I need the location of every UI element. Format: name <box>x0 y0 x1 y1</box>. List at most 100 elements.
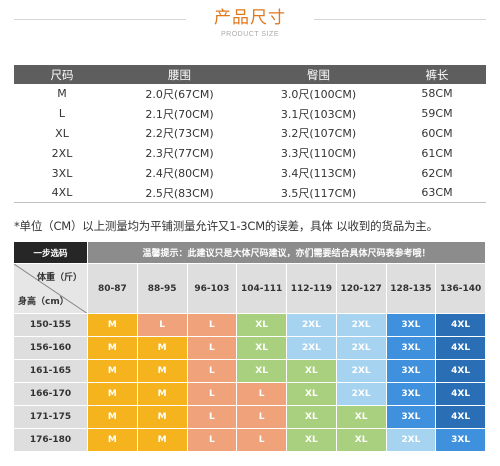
size-cell: 2XL <box>287 337 337 360</box>
size-cell: M <box>137 337 188 360</box>
weight-header: 136-140 <box>436 264 486 314</box>
size-cell: 3XL <box>386 383 437 406</box>
size-table-cell: 2.4尺(80CM) <box>145 167 214 181</box>
column-header: 臀围 <box>249 65 388 84</box>
size-cell: M <box>137 360 188 383</box>
corner-diagonal <box>14 264 87 313</box>
divider-right <box>314 19 486 20</box>
weight-header: 112-119 <box>287 264 337 314</box>
size-table: 尺码 腰围 臀围 裤长 M 2.0尺(67CM) 3.0尺(100CM) 58CM L 2… <box>14 65 486 204</box>
size-cell: M <box>88 314 138 337</box>
size-cell: M <box>88 360 138 383</box>
size-cell: M <box>88 337 138 360</box>
size-cell: 2XL <box>287 314 337 337</box>
size-cell: 4XL <box>436 337 486 360</box>
size-cell: 2XL <box>336 337 387 360</box>
size-table-cell: M <box>57 87 67 101</box>
height-header: 171-175 <box>14 406 88 429</box>
size-cell: L <box>237 383 287 406</box>
size-table-cell: 3.4尺(113CM) <box>280 167 357 181</box>
size-table-cell: 63CM <box>388 182 486 204</box>
size-cell: 2XL <box>336 314 387 337</box>
size-cell: L <box>187 337 238 360</box>
size-cell: 4XL <box>436 406 486 429</box>
section-header: 产品尺寸 PRODUCT SIZE <box>0 0 500 50</box>
column-header: 尺码 <box>14 65 110 84</box>
size-cell: L <box>187 383 238 406</box>
size-cell: L <box>137 314 188 337</box>
tip-banner: 温馨提示：此建议只是大体尺码建议，亦们需要结合具体尺码表参考哦！ <box>88 242 486 264</box>
column-header: 裤长 <box>388 65 486 84</box>
size-cell: XL <box>237 337 287 360</box>
size-cell: XL <box>287 406 337 429</box>
size-table-cell: 4XL <box>14 182 110 204</box>
size-table-cell: 2.3尺(77CM) <box>145 147 214 161</box>
weight-label: 体重（斤） <box>36 273 82 283</box>
height-label: 身高（cm） <box>18 297 69 307</box>
size-table-cell: 3XL <box>51 166 73 180</box>
size-cell: M <box>88 383 138 406</box>
size-table-cell: 3.5尺(117CM) <box>249 182 388 204</box>
page-title: 产品尺寸 <box>214 8 286 28</box>
size-table-header: 尺码 腰围 臀围 裤长 <box>14 65 486 84</box>
size-table-cell: 3.1尺(103CM) <box>280 107 357 121</box>
size-cell: M <box>88 429 138 452</box>
size-table-cell: 58CM <box>421 87 453 101</box>
size-cell: XL <box>237 360 287 383</box>
size-cell: L <box>187 406 238 429</box>
size-table-row: M 2.0尺(67CM) 3.0尺(100CM) 58CM <box>14 84 486 104</box>
size-cell: XL <box>287 360 337 383</box>
size-cell: L <box>237 429 287 452</box>
size-cell: XL <box>287 429 337 452</box>
size-cell: L <box>187 429 238 452</box>
height-header: 166-170 <box>14 383 88 406</box>
size-table-cell: 2.1尺(70CM) <box>145 107 214 121</box>
size-recommendation-grid: 一步选码 温馨提示：此建议只是大体尺码建议，亦们需要结合具体尺码表参考哦！ 体重… <box>14 242 486 452</box>
size-table-cell: 60CM <box>421 126 453 140</box>
height-header: 161-165 <box>14 360 88 383</box>
size-cell: 3XL <box>386 337 437 360</box>
size-cell: 3XL <box>436 429 486 452</box>
size-cell: 4XL <box>436 360 486 383</box>
size-cell: 3XL <box>386 406 437 429</box>
size-cell: L <box>187 314 238 337</box>
size-cell: XL <box>336 406 387 429</box>
size-table-row: 4XL 2.5尺(83CM) 3.5尺(117CM) 63CM <box>14 182 486 204</box>
size-table-cell: 61CM <box>421 146 453 160</box>
weight-header: 80-87 <box>88 264 138 314</box>
size-cell: L <box>237 406 287 429</box>
column-header: 腰围 <box>110 65 249 84</box>
size-cell: XL <box>237 314 287 337</box>
size-cell: M <box>137 383 188 406</box>
size-cell: M <box>88 406 138 429</box>
size-table-cell: 59CM <box>421 107 453 121</box>
size-table-cell: 3.3尺(110CM) <box>280 147 357 161</box>
size-table-cell: 3.2尺(107CM) <box>280 127 357 141</box>
size-table-cell: 2XL <box>51 146 73 160</box>
weight-header: 104-111 <box>237 264 287 314</box>
size-table-cell: 2.0尺(67CM) <box>145 87 214 101</box>
size-table-row: XL 2.2尺(73CM) 3.2尺(107CM) 60CM <box>14 124 486 144</box>
size-table-row: 3XL 2.4尺(80CM) 3.4尺(113CM) 62CM <box>14 163 486 183</box>
size-cell: 3XL <box>386 314 437 337</box>
size-table-cell: 62CM <box>421 166 453 180</box>
height-header: 156-160 <box>14 337 88 360</box>
size-cell: L <box>187 360 238 383</box>
size-table-cell: XL <box>55 126 69 140</box>
size-cell: 4XL <box>436 383 486 406</box>
weight-header: 120-127 <box>336 264 387 314</box>
height-header: 150-155 <box>14 314 88 337</box>
size-cell: 2XL <box>386 429 437 452</box>
size-cell: M <box>137 429 188 452</box>
size-cell: XL <box>336 429 387 452</box>
size-table-cell: 3.0尺(100CM) <box>280 87 357 101</box>
size-cell: M <box>137 406 188 429</box>
size-table-cell: 2.2尺(73CM) <box>145 127 214 141</box>
size-cell: 2XL <box>336 383 387 406</box>
axis-corner: 体重（斤） 身高（cm） <box>14 264 88 314</box>
weight-header: 128-135 <box>386 264 437 314</box>
weight-header: 96-103 <box>187 264 238 314</box>
size-cell: 3XL <box>386 360 437 383</box>
size-cell: 2XL <box>336 360 387 383</box>
weight-header: 88-95 <box>137 264 188 314</box>
